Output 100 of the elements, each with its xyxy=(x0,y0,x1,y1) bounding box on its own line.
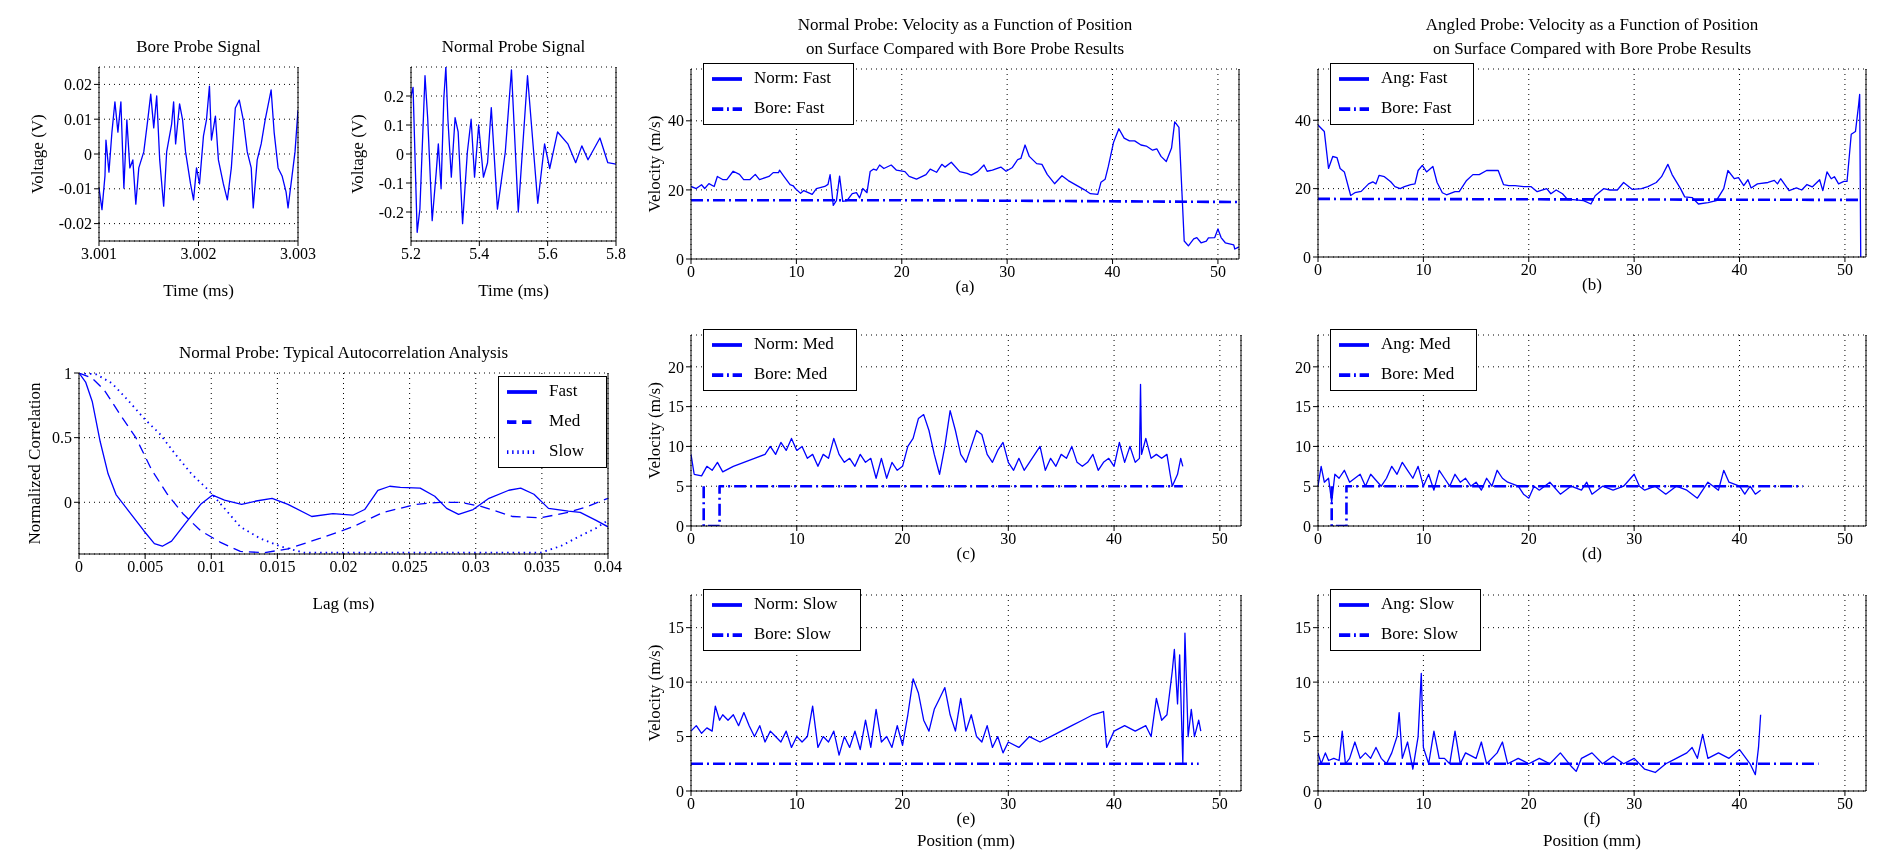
line-series xyxy=(99,85,298,211)
line-series xyxy=(691,121,1239,250)
y-tick-label: 0.1 xyxy=(384,116,404,134)
x-tick-label: 0 xyxy=(687,795,695,813)
x-tick-label: 40 xyxy=(1731,261,1748,279)
x-tick-label: 40 xyxy=(1104,263,1121,281)
y-tick-label: 1 xyxy=(64,364,72,382)
legend-label: Med xyxy=(549,410,581,430)
y-tick-label: 0.02 xyxy=(64,76,92,94)
y-tick-label: 15 xyxy=(668,619,684,637)
x-tick-label: 40 xyxy=(1106,530,1123,548)
y-tick-label: 20 xyxy=(668,181,684,199)
x-tick-label: 10 xyxy=(788,263,805,281)
chart-title: Normal Probe: Typical Autocorrelation Analysis xyxy=(178,342,509,364)
line-series xyxy=(1318,93,1862,257)
x-tick-label: 0 xyxy=(1314,261,1322,279)
legend-label: Norm: Med xyxy=(754,333,834,353)
y-tick-label: 0 xyxy=(676,517,684,535)
x-tick-label: 30 xyxy=(1626,795,1643,813)
y-tick-label: 10 xyxy=(668,673,684,691)
x-tick-label: 50 xyxy=(1836,795,1853,813)
x-tick-label: 3.002 xyxy=(180,245,217,263)
y-tick-label: 0.2 xyxy=(384,87,404,105)
y-axis-title: Normalized Correlation xyxy=(24,382,44,545)
x-tick-label: 5.6 xyxy=(537,245,558,263)
y-tick-label: 5 xyxy=(1303,477,1311,495)
x-tick-label: 0.015 xyxy=(259,558,296,576)
x-tick-label: 50 xyxy=(1836,530,1853,548)
x-tick-label: 0.04 xyxy=(594,558,622,576)
y-axis-title: Voltage (V) xyxy=(348,114,368,194)
x-tick-label: 20 xyxy=(1520,261,1537,279)
y-tick-label: 0 xyxy=(1303,782,1311,800)
x-tick-label: 0 xyxy=(687,263,695,281)
text: (c) xyxy=(956,544,976,563)
y-tick-label: 20 xyxy=(1295,180,1311,198)
text: (f) xyxy=(1583,809,1601,828)
x-tick-label: 0.035 xyxy=(523,558,560,576)
x-tick-label: 40 xyxy=(1106,795,1123,813)
x-axis-title: Position (mm) xyxy=(917,831,1015,850)
text: (e) xyxy=(956,809,976,828)
y-axis-title: Velocity (m/s) xyxy=(645,644,665,742)
x-tick-label: 10 xyxy=(788,795,805,813)
y-tick-label: 0 xyxy=(396,145,404,163)
x-tick-label: 40 xyxy=(1731,795,1748,813)
y-tick-label: 40 xyxy=(1295,111,1311,129)
x-tick-label: 20 xyxy=(1520,795,1537,813)
x-tick-label: 20 xyxy=(1520,530,1537,548)
x-tick-label: 30 xyxy=(1000,795,1017,813)
y-tick-label: 5 xyxy=(1303,728,1311,746)
x-tick-label: 3.001 xyxy=(81,245,117,263)
x-tick-label: 10 xyxy=(788,530,805,548)
x-tick-label: 0.01 xyxy=(197,558,226,576)
y-tick-label: 15 xyxy=(668,398,684,416)
y-tick-label: -0.1 xyxy=(378,174,404,192)
x-tick-label: 30 xyxy=(999,263,1016,281)
x-axis-title: Time (ms) xyxy=(478,281,549,300)
x-tick-label: 20 xyxy=(893,263,910,281)
y-tick-label: 0 xyxy=(676,782,684,800)
legend-label: Bore: Fast xyxy=(1381,97,1452,117)
x-tick-label: 20 xyxy=(894,795,911,813)
y-tick-label: 10 xyxy=(668,438,684,456)
x-tick-label: 0.03 xyxy=(461,558,490,576)
y-tick-label: 5 xyxy=(676,477,684,495)
legend-label: Ang: Med xyxy=(1381,333,1451,353)
x-tick-label: 50 xyxy=(1209,263,1226,281)
y-tick-label: 15 xyxy=(1295,619,1311,637)
x-tick-label: 0 xyxy=(1314,530,1322,548)
x-tick-label: 10 xyxy=(1415,530,1432,548)
x-tick-label: 0 xyxy=(687,530,695,548)
y-tick-label: 0 xyxy=(1303,517,1311,535)
x-tick-label: 50 xyxy=(1211,795,1228,813)
x-tick-label: 30 xyxy=(1000,530,1017,548)
x-tick-label: 50 xyxy=(1836,261,1853,279)
legend-label: Norm: Slow xyxy=(754,593,838,613)
text: (b) xyxy=(1582,275,1602,294)
y-tick-label: 0 xyxy=(84,145,92,163)
x-tick-label: 10 xyxy=(1415,261,1432,279)
chart-title: Angled Probe: Velocity as a Function of Position on Surface Compared with Bore Probe Results xyxy=(1424,14,1760,60)
x-axis-title: Time (ms) xyxy=(163,281,234,300)
legend-label: Bore: Slow xyxy=(754,623,831,643)
y-tick-label: 40 xyxy=(668,112,684,130)
text: (a) xyxy=(955,277,975,296)
x-tick-label: 30 xyxy=(1626,261,1643,279)
legend-label: Bore: Fast xyxy=(754,97,825,117)
legend-label: Ang: Fast xyxy=(1381,67,1448,87)
y-tick-label: 20 xyxy=(1295,358,1311,376)
legend-label: Slow xyxy=(549,440,584,460)
x-tick-label: 0.02 xyxy=(329,558,358,576)
chart-title: Normal Probe Signal xyxy=(440,36,587,58)
legend-label: Bore: Slow xyxy=(1381,623,1458,643)
legend-label: Ang: Slow xyxy=(1381,593,1455,613)
x-tick-label: 40 xyxy=(1731,530,1748,548)
x-tick-label: 10 xyxy=(1415,795,1432,813)
x-tick-label: 5.2 xyxy=(401,245,421,263)
x-axis-title: Position (mm) xyxy=(1543,831,1641,850)
x-tick-label: 5.4 xyxy=(469,245,490,263)
y-axis-title: Velocity (m/s) xyxy=(645,382,665,479)
x-tick-label: 50 xyxy=(1211,530,1228,548)
y-tick-label: 20 xyxy=(668,358,684,376)
x-tick-label: 5.8 xyxy=(606,245,626,263)
